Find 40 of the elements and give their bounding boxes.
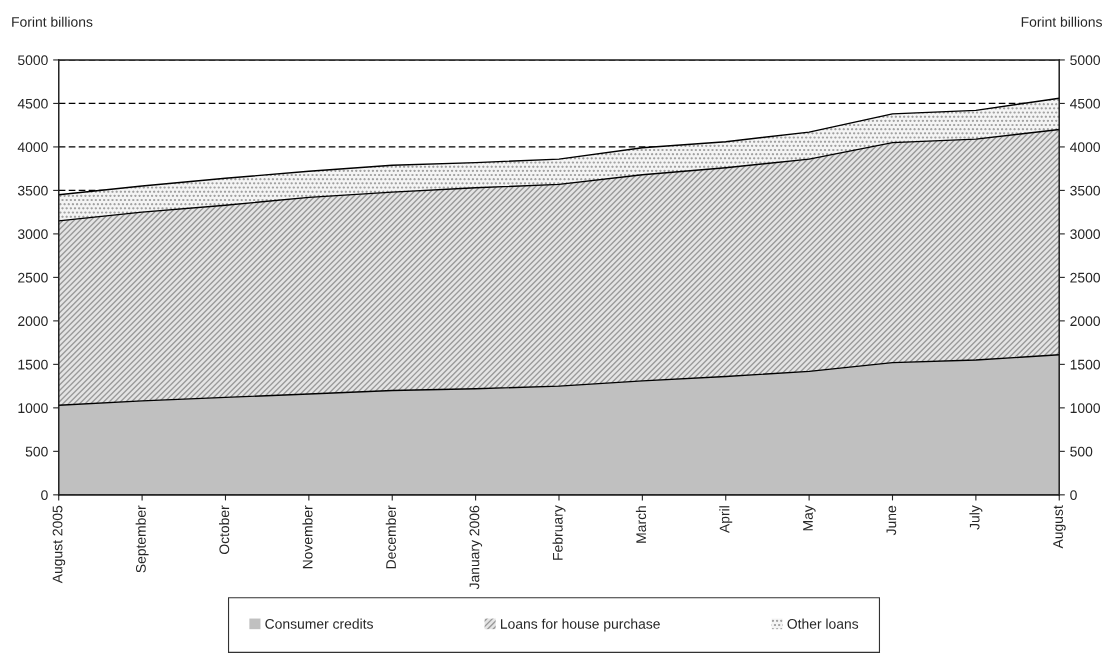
x-tick-label: August 2005 xyxy=(52,505,66,584)
y2-tick-label: 2500 xyxy=(1070,272,1101,283)
x-tick-label: June xyxy=(886,505,897,536)
y-tick-label: 500 xyxy=(25,446,48,457)
x-tick-label: September xyxy=(135,505,149,573)
x-tick-label: August xyxy=(1053,505,1066,549)
x-tick-label: November xyxy=(302,505,313,569)
y-tick-label: 1500 xyxy=(18,359,48,370)
y2-tick-label: 4500 xyxy=(1069,98,1101,109)
y-tick-label: 4500 xyxy=(17,98,48,109)
y2-tick-label: 4000 xyxy=(1069,142,1101,153)
y-tick-label: 2500 xyxy=(18,272,48,283)
y2-tick-label: 1500 xyxy=(1070,359,1101,370)
y2-tick-label: 0 xyxy=(1070,490,1077,501)
y2-axis-title: Forint billions xyxy=(1021,16,1102,27)
y-tick-label: 3000 xyxy=(17,229,48,240)
legend-label: Consumer credits xyxy=(265,618,373,629)
y-tick-label: 1000 xyxy=(18,403,48,414)
x-tick-label: February xyxy=(552,505,566,560)
y-tick-label: 5000 xyxy=(17,55,48,66)
legend-label: Loans for house purchase xyxy=(501,618,660,632)
y2-tick-label: 3500 xyxy=(1070,185,1101,196)
x-tick-label: January 2006 xyxy=(469,505,483,590)
y2-tick-label: 1000 xyxy=(1070,403,1101,414)
x-tick-label: October xyxy=(219,505,230,554)
legend-label: Other loans xyxy=(787,618,859,629)
y-tick-label: 2000 xyxy=(18,316,48,327)
x-tick-label: March xyxy=(635,506,647,543)
y2-tick-label: 500 xyxy=(1070,446,1093,457)
y-axis-title: Forint billions xyxy=(12,16,93,27)
y2-tick-label: 5000 xyxy=(1070,55,1101,66)
x-tick-label: May xyxy=(803,505,816,531)
x-tick-label: December xyxy=(385,505,396,569)
y-tick-label: 3500 xyxy=(17,185,48,196)
y2-tick-label: 2000 xyxy=(1070,316,1101,327)
y-tick-label: 0 xyxy=(41,490,48,501)
y-tick-label: 4000 xyxy=(17,142,48,153)
x-tick-label: July xyxy=(969,505,983,530)
y2-tick-label: 3000 xyxy=(1070,229,1101,240)
x-tick-label: April xyxy=(719,506,733,534)
